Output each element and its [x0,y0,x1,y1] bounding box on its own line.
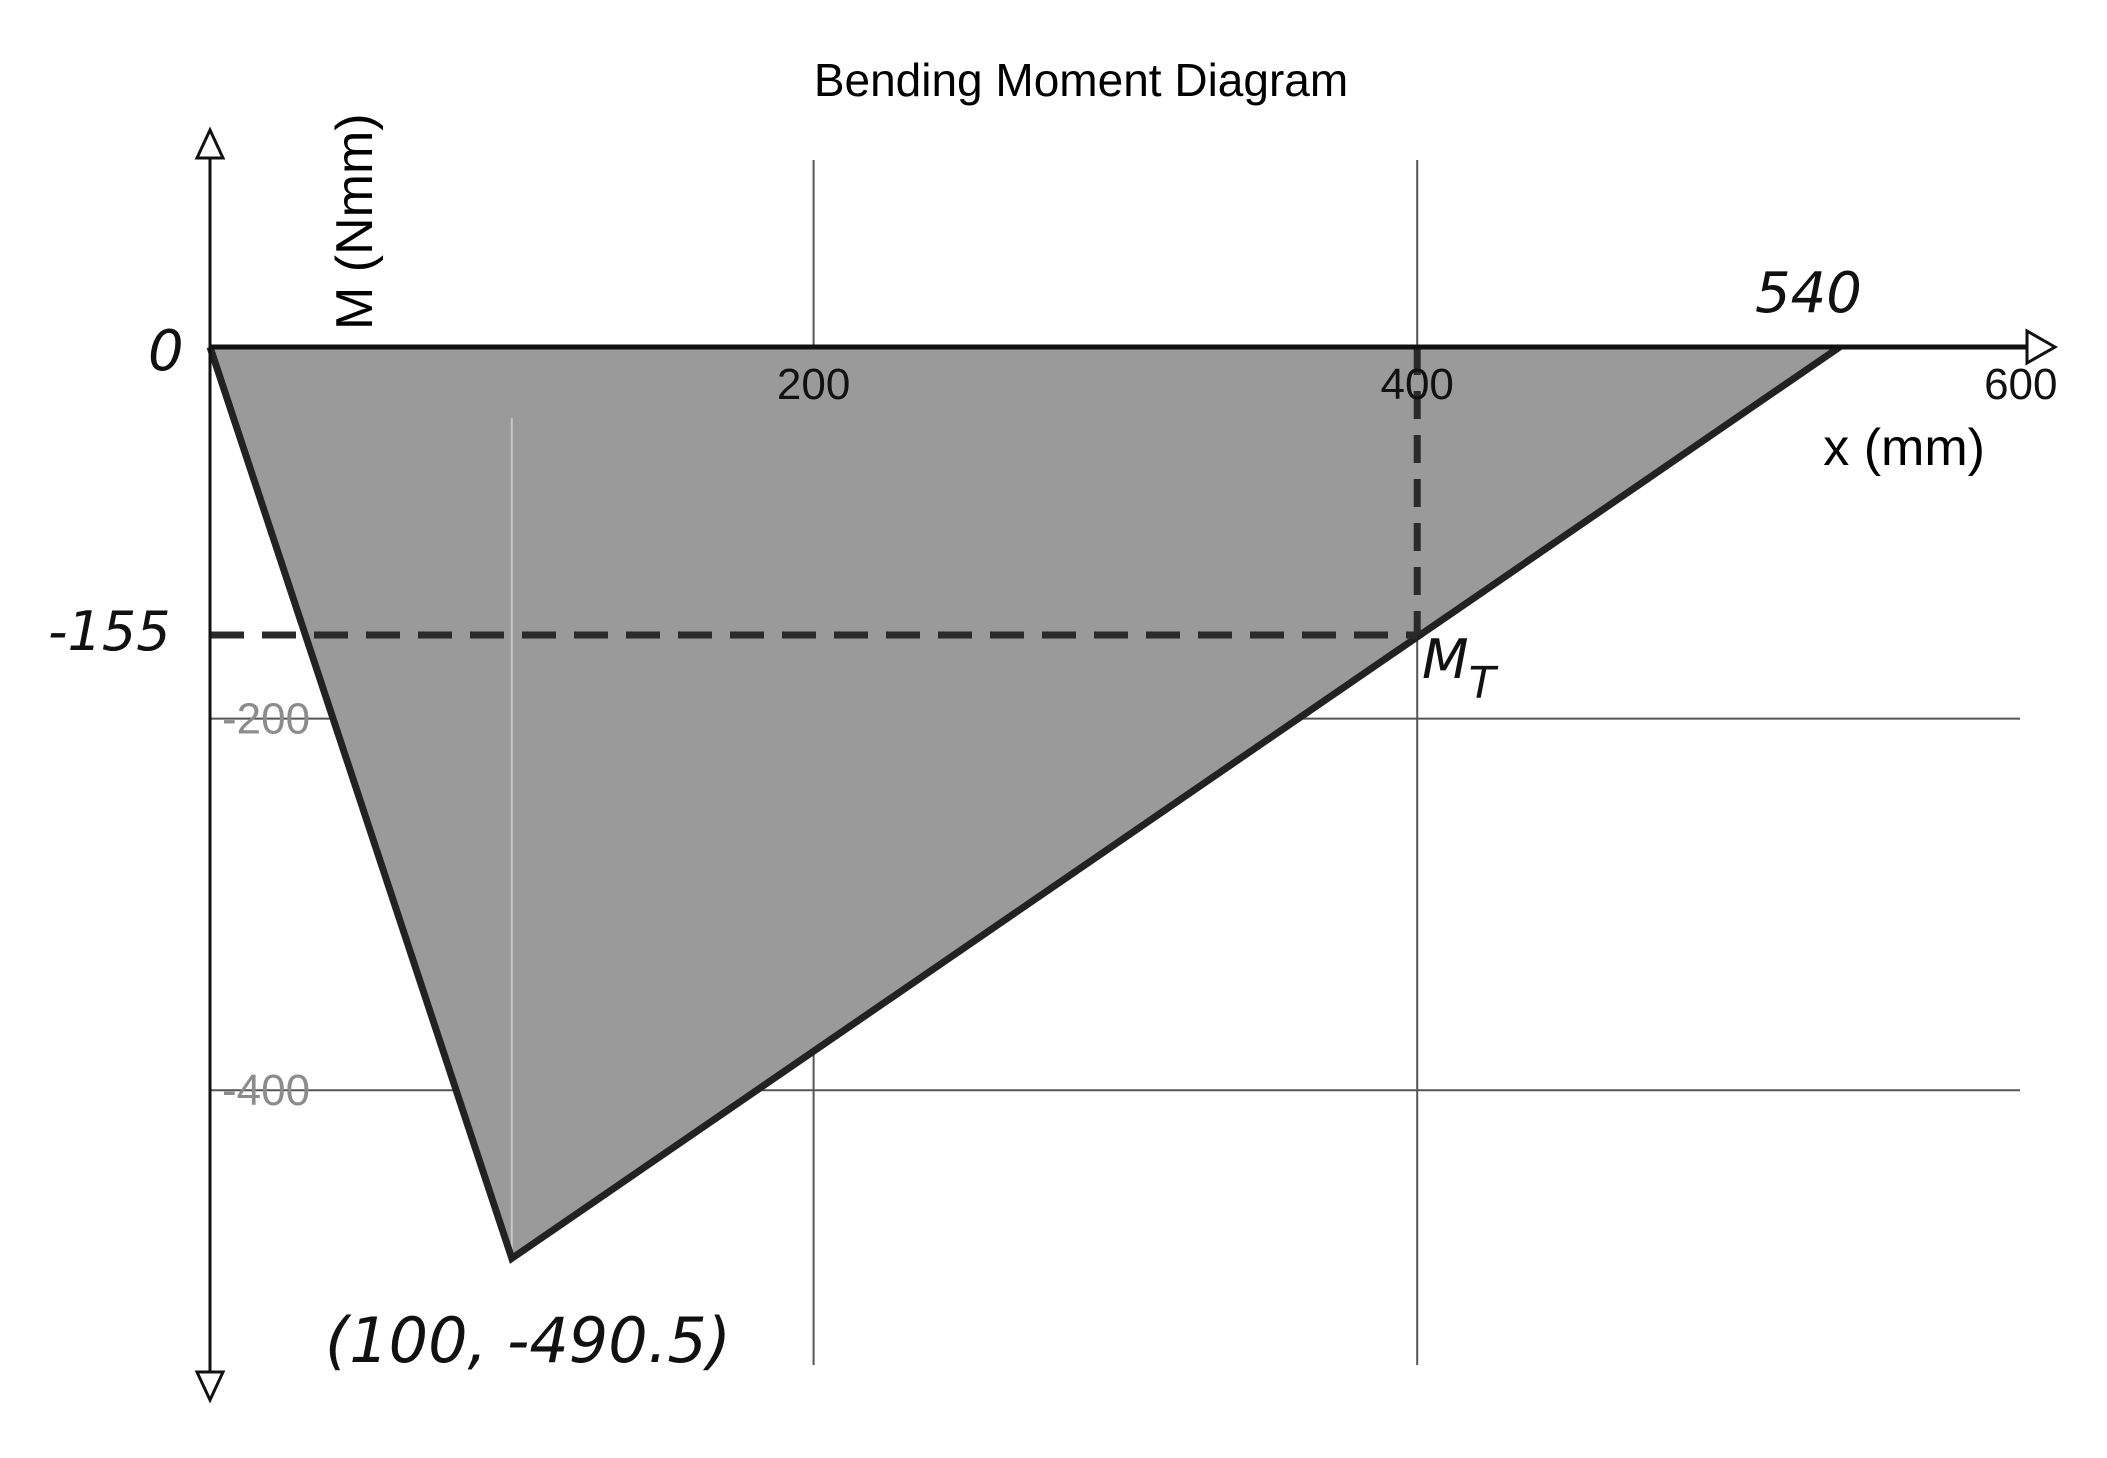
y-axis-arrow-up [194,126,226,160]
x-end-annotation: 540 [1755,261,1862,326]
moment-point-letter: M [1422,628,1469,691]
moment-area [210,347,1840,1259]
x-axis-arrow [2025,328,2059,366]
y-tick-label--200: -200 [222,695,310,744]
peak-annotation: (100, -490.5) [325,1304,731,1377]
x-tick-label-600: 600 [1984,360,2057,409]
plot-area [206,344,1842,1264]
x-axis-label: x (mm) [1823,419,1985,477]
chart-title: Bending Moment Diagram [814,54,1348,106]
moment-point-subscript: T [1469,658,1499,709]
axes [194,126,2059,1404]
origin-annotation: 0 [148,319,184,384]
x-tick-label-200: 200 [777,360,850,409]
annotations: 0 -155 540 MT (100, -490.5) [48,261,1862,1377]
y-guide-annotation: -155 [48,600,171,663]
moment-line [206,344,1842,1264]
tick-labels: 200 400 600 -200 -400 [222,360,2058,1115]
y-axis-arrow-down [194,1370,226,1404]
x-tick-label-400: 400 [1380,360,1453,409]
y-tick-label--400: -400 [222,1066,310,1115]
moment-point-annotation: MT [1422,628,1499,709]
y-axis-label: M (Nmm) [326,113,384,330]
guide-lines [210,347,1421,639]
